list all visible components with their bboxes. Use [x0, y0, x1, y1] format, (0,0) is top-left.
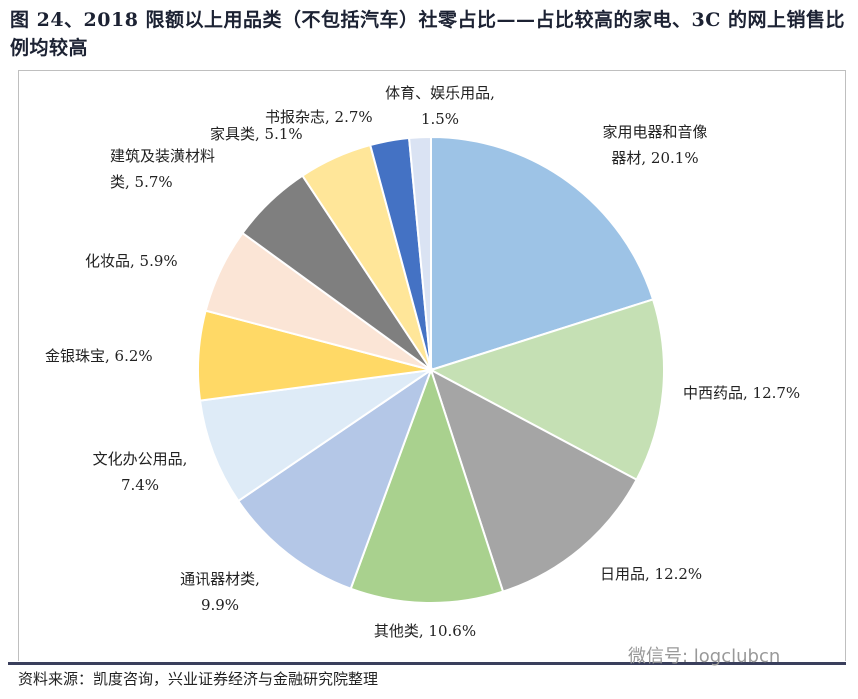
pie-slice: [236, 367, 434, 591]
chart-frame: [18, 70, 846, 661]
data-label: 金银珠宝, 6.2%: [45, 347, 153, 365]
data-label: 其他类, 10.6%: [374, 622, 476, 640]
pie-slice: [428, 298, 665, 482]
pie-slice: [429, 367, 638, 593]
data-label: 日用品, 12.2%: [600, 565, 702, 583]
pie-slice: [407, 135, 432, 371]
data-label: 文化办公用品, 7.4%: [93, 450, 188, 494]
figure-title: 图 24、2018 限额以上用品类（不包括汽车）社零占比——占比较高的家电、3C…: [10, 9, 846, 59]
data-label: 家用电器和音像器材, 20.1%: [602, 123, 707, 167]
data-label: 中西药品, 12.7%: [683, 384, 800, 402]
pie-slice: [430, 135, 655, 372]
data-label: 书报杂志, 2.7%: [265, 108, 373, 126]
data-label: 通讯器材类, 9.9%: [180, 570, 260, 614]
data-label: 家具类, 5.1%: [210, 125, 303, 143]
source-note: 资料来源：凯度咨询，兴业证券经济与金融研究院整理: [18, 670, 379, 688]
pie-slice: [198, 369, 432, 503]
data-label: 建筑及装潢材料类, 5.7%: [110, 147, 215, 191]
divider: [8, 662, 846, 665]
data-label: 体育、娱乐用品, 1.5%: [385, 84, 495, 128]
data-label: 化妆品, 5.9%: [85, 252, 178, 270]
pie-slice: [349, 366, 505, 604]
watermark: 微信号: logclubcn: [628, 646, 781, 667]
